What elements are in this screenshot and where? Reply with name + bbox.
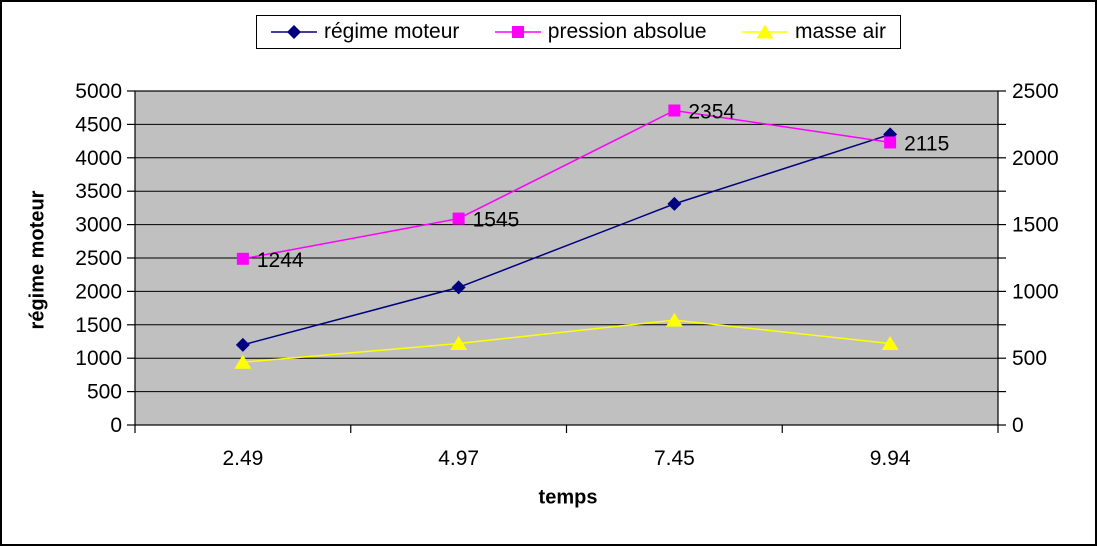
series-1-point-3-marker-square: [884, 136, 897, 149]
series-1-point-1-marker-square: [452, 212, 465, 225]
series-line-0: [242, 133, 891, 346]
legend-label: régime moteur: [324, 20, 460, 43]
series-line-1: [242, 109, 891, 260]
x-axis-tick-label: 4.97: [438, 447, 479, 470]
right-axis-tick-label: 1500: [1012, 214, 1059, 237]
left-axis-tick-label: 4000: [75, 147, 122, 170]
legend-label: pression absolue: [547, 20, 707, 43]
legend-item-masse-air[interactable]: masse air: [741, 20, 886, 44]
right-axis-tick-label: 2000: [1012, 147, 1059, 170]
legend-label: masse air: [794, 20, 886, 43]
series-2-point-2-marker-triangle: [665, 312, 683, 327]
x-axis-tick-label: 9.94: [870, 447, 911, 470]
left-axis-tick-label: 2000: [75, 280, 122, 303]
right-axis-tick-label: 1000: [1012, 280, 1059, 303]
square-legend-marker-icon: [494, 26, 541, 38]
series-2-point-1-marker-triangle: [450, 336, 468, 351]
chart-legend: régime moteur pression absolue masse air: [256, 15, 901, 49]
series-0-point-1-marker-diamond: [451, 280, 466, 295]
series-0-point-0-marker-diamond: [235, 337, 250, 352]
triangle-legend-marker-icon: [741, 24, 788, 39]
x-axis-title: temps: [538, 486, 598, 509]
left-axis-tick-label: 3000: [75, 214, 122, 237]
left-axis-tick-label: 500: [87, 381, 122, 404]
data-label: 1244: [257, 249, 304, 272]
right-axis-tick-label: 0: [1012, 414, 1024, 437]
diamond-legend-marker-icon: [271, 25, 317, 39]
right-axis-tick-label: 2500: [1012, 80, 1059, 103]
left-axis-tick-label: 3500: [75, 180, 122, 203]
series-1-point-0-marker-square: [236, 252, 249, 265]
left-axis-tick-label: 2500: [75, 247, 122, 270]
series-2-point-0-marker-triangle: [234, 354, 252, 369]
data-label: 2354: [688, 101, 735, 124]
legend-item-régime-moteur[interactable]: régime moteur: [271, 20, 459, 44]
left-axis-tick-label: 1500: [75, 314, 122, 337]
left-axis-tick-label: 0: [110, 414, 122, 437]
series-0-point-2-marker-diamond: [667, 196, 682, 211]
left-axis-title: régime moteur: [26, 190, 49, 330]
data-label: 1545: [473, 209, 520, 232]
left-axis-tick-label: 1000: [75, 347, 122, 370]
series-1-point-2-marker-square: [668, 104, 681, 117]
left-axis-tick-label: 5000: [75, 80, 122, 103]
series-2-point-3-marker-triangle: [881, 336, 899, 351]
data-label: 2115: [904, 132, 949, 155]
x-axis-tick-label: 7.45: [654, 447, 695, 470]
left-axis-tick-label: 4500: [75, 113, 122, 136]
x-axis-tick-label: 2.49: [222, 447, 263, 470]
series-line-2: [242, 319, 891, 363]
legend-item-pression-absolue[interactable]: pression absolue: [494, 20, 707, 44]
right-axis-tick-label: 500: [1012, 347, 1047, 370]
